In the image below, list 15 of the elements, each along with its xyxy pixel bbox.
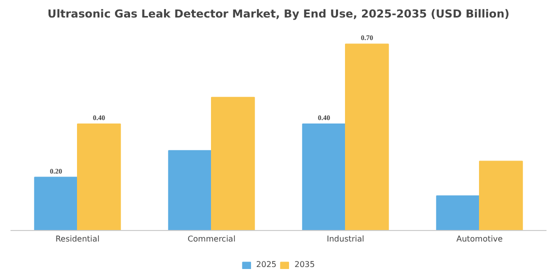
chart-title: Ultrasonic Gas Leak Detector Market, By End Use, 2025-2035 (USD Billion) <box>48 8 510 20</box>
bar <box>34 176 78 231</box>
legend-label: 2035 <box>294 260 315 269</box>
bar <box>345 44 389 231</box>
legend-label: 2025 <box>256 260 276 269</box>
bar <box>77 124 121 231</box>
bar <box>479 160 523 231</box>
bar <box>211 96 255 231</box>
x-tick-label: Residential <box>55 234 100 244</box>
x-tick-label: Automotive <box>456 234 503 244</box>
bar <box>302 124 346 231</box>
x-tick-label: Industrial <box>326 234 364 244</box>
x-tick-label: Commercial <box>188 234 236 244</box>
bar <box>436 195 480 231</box>
bar <box>168 150 212 231</box>
